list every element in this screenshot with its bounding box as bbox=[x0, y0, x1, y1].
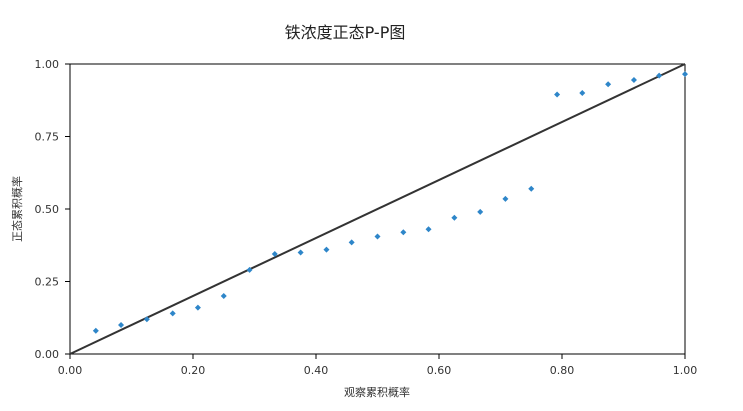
data-point bbox=[246, 266, 253, 273]
data-points bbox=[92, 71, 688, 334]
data-point bbox=[297, 249, 304, 256]
x-tick-label: 1.00 bbox=[673, 364, 698, 377]
y-axis-label: 正态累积概率 bbox=[10, 176, 24, 242]
reference-line bbox=[69, 63, 686, 355]
y-tick-label: 1.00 bbox=[35, 58, 60, 71]
data-point bbox=[194, 304, 201, 311]
data-point bbox=[477, 208, 484, 215]
data-point bbox=[656, 72, 663, 79]
data-point bbox=[143, 316, 150, 323]
data-point bbox=[118, 322, 125, 328]
data-point bbox=[579, 90, 586, 96]
data-point bbox=[169, 310, 176, 317]
data-point bbox=[348, 239, 355, 246]
x-tick-label: 0.40 bbox=[304, 364, 329, 377]
data-point bbox=[271, 250, 278, 257]
data-point bbox=[528, 185, 535, 192]
x-axis-label: 观察累积概率 bbox=[344, 385, 410, 399]
x-tick-label: 0.80 bbox=[550, 364, 575, 377]
data-point bbox=[630, 76, 637, 83]
data-point bbox=[400, 229, 407, 236]
data-point bbox=[605, 81, 612, 88]
plot-area: 0.00 0.20 0.40 0.60 0.80 1.00 0.00 0.25 0.50 0.7… bbox=[35, 58, 698, 377]
x-ticks: 0.00 0.20 0.40 0.60 0.80 1.00 bbox=[58, 354, 698, 377]
data-point bbox=[374, 233, 381, 240]
data-point bbox=[554, 91, 561, 98]
data-point bbox=[220, 293, 227, 299]
y-tick-label: 0.50 bbox=[35, 203, 60, 216]
x-tick-label: 0.20 bbox=[181, 364, 206, 377]
chart-title: 铁浓度正态P-P图 bbox=[285, 23, 406, 42]
x-tick-label: 0.60 bbox=[427, 364, 452, 377]
y-ticks: 0.00 0.25 0.50 0.75 1.00 bbox=[35, 58, 70, 361]
data-point bbox=[451, 214, 458, 221]
data-point bbox=[502, 195, 509, 202]
y-tick-label: 0.75 bbox=[35, 131, 60, 144]
data-point bbox=[92, 327, 99, 334]
data-point bbox=[682, 71, 688, 78]
y-tick-label: 0.00 bbox=[35, 348, 60, 361]
x-tick-label: 0.00 bbox=[58, 364, 83, 377]
y-tick-label: 0.25 bbox=[35, 276, 60, 289]
data-point bbox=[323, 246, 330, 253]
data-point bbox=[425, 226, 432, 233]
